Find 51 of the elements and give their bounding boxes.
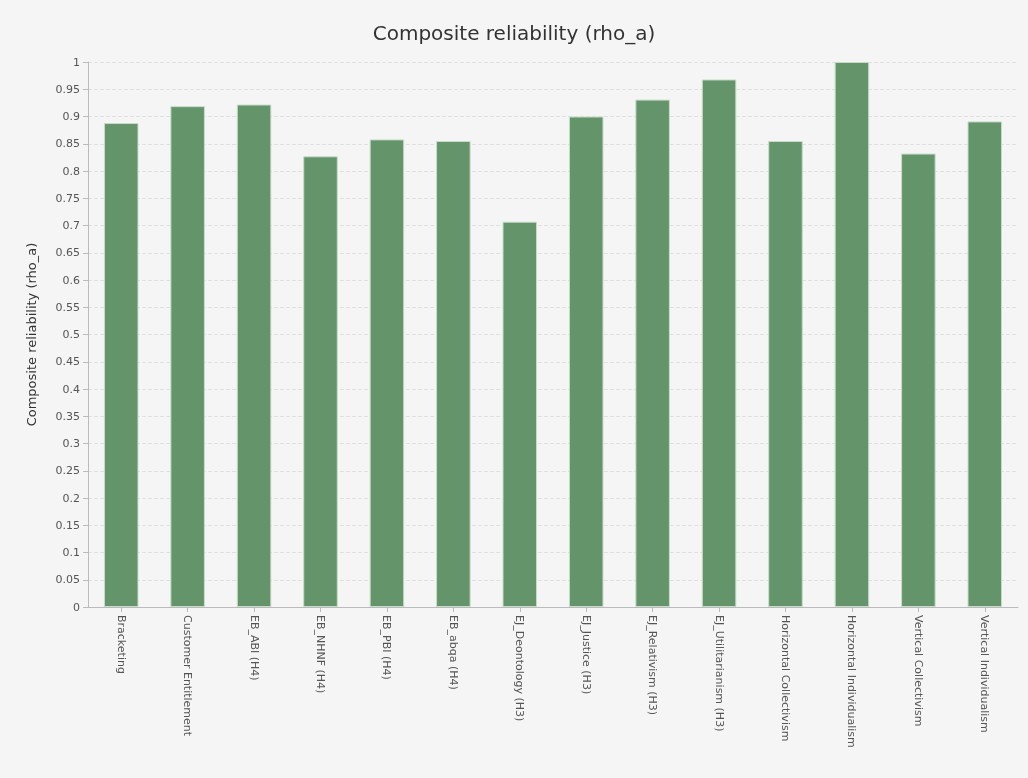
bar xyxy=(170,106,205,607)
x-tick-label: EJ_Utilitarianism (H3) xyxy=(712,615,726,732)
chart-title: Composite reliability (rho_a) xyxy=(372,21,656,45)
bar xyxy=(834,62,870,607)
x-tick-label: Bracketing xyxy=(114,615,128,674)
bar xyxy=(967,121,1003,607)
x-tick-label: EB_PBI (H4) xyxy=(380,615,394,680)
y-tick-label: 0.2 xyxy=(62,491,80,505)
y-tick-label: 0.25 xyxy=(55,464,80,478)
y-tick-label: 0.4 xyxy=(62,382,80,396)
y-tick-label: 0.05 xyxy=(55,573,80,587)
bar xyxy=(369,139,405,607)
y-tick-label: 0 xyxy=(73,600,80,614)
bar xyxy=(635,99,670,607)
bar xyxy=(502,221,538,607)
y-tick-label: 0.55 xyxy=(55,300,80,314)
bar xyxy=(236,104,272,607)
y-axis-title: Composite reliability (rho_a) xyxy=(24,242,39,427)
y-tick-label: 0.15 xyxy=(55,518,80,532)
bar xyxy=(436,141,471,607)
y-tick-label: 0.6 xyxy=(62,273,80,287)
y-tick-label: 0.8 xyxy=(62,164,80,178)
x-tick-label: Vertical Collectivism xyxy=(911,615,925,727)
y-tick-label: 0.65 xyxy=(55,246,80,260)
x-tick-label: Horizontal Individualism xyxy=(845,615,859,748)
x-tick-label: EJ_Justice (H3) xyxy=(579,615,593,695)
y-tick-label: 0.85 xyxy=(55,137,80,151)
bar xyxy=(103,123,139,607)
y-tick-label: 0.3 xyxy=(62,437,80,450)
bar xyxy=(303,156,338,607)
x-tick-label: EJ_Deontology (H3) xyxy=(513,615,527,722)
x-tick-label: EB_ABI (H4) xyxy=(247,615,261,681)
bar xyxy=(701,79,737,607)
y-tick-label: 0.7 xyxy=(62,219,80,232)
x-tick-label: Customer Entitlement xyxy=(181,615,195,737)
x-tick-label: EJ_Relativism (H3) xyxy=(646,615,660,716)
y-tick-label: 0.75 xyxy=(55,191,80,205)
y-tick-label: 0.5 xyxy=(62,328,80,341)
y-tick-label: 0.1 xyxy=(62,546,80,559)
x-tick-label: EB_abqa (H4) xyxy=(446,615,460,690)
y-tick-label: 1 xyxy=(73,55,80,69)
y-tick-label: 0.45 xyxy=(55,355,80,369)
x-tick-label: EB_NHNF (H4) xyxy=(314,615,327,694)
x-tick-label: Vertical Individualism xyxy=(978,615,992,733)
y-tick-label: 0.9 xyxy=(62,110,80,123)
x-tick-label: Horizontal Collectivism xyxy=(779,615,792,742)
bar xyxy=(901,153,936,607)
bar xyxy=(768,141,803,607)
bar xyxy=(568,116,604,607)
y-tick-label: 0.95 xyxy=(55,82,80,96)
y-tick-label: 0.35 xyxy=(55,409,80,423)
